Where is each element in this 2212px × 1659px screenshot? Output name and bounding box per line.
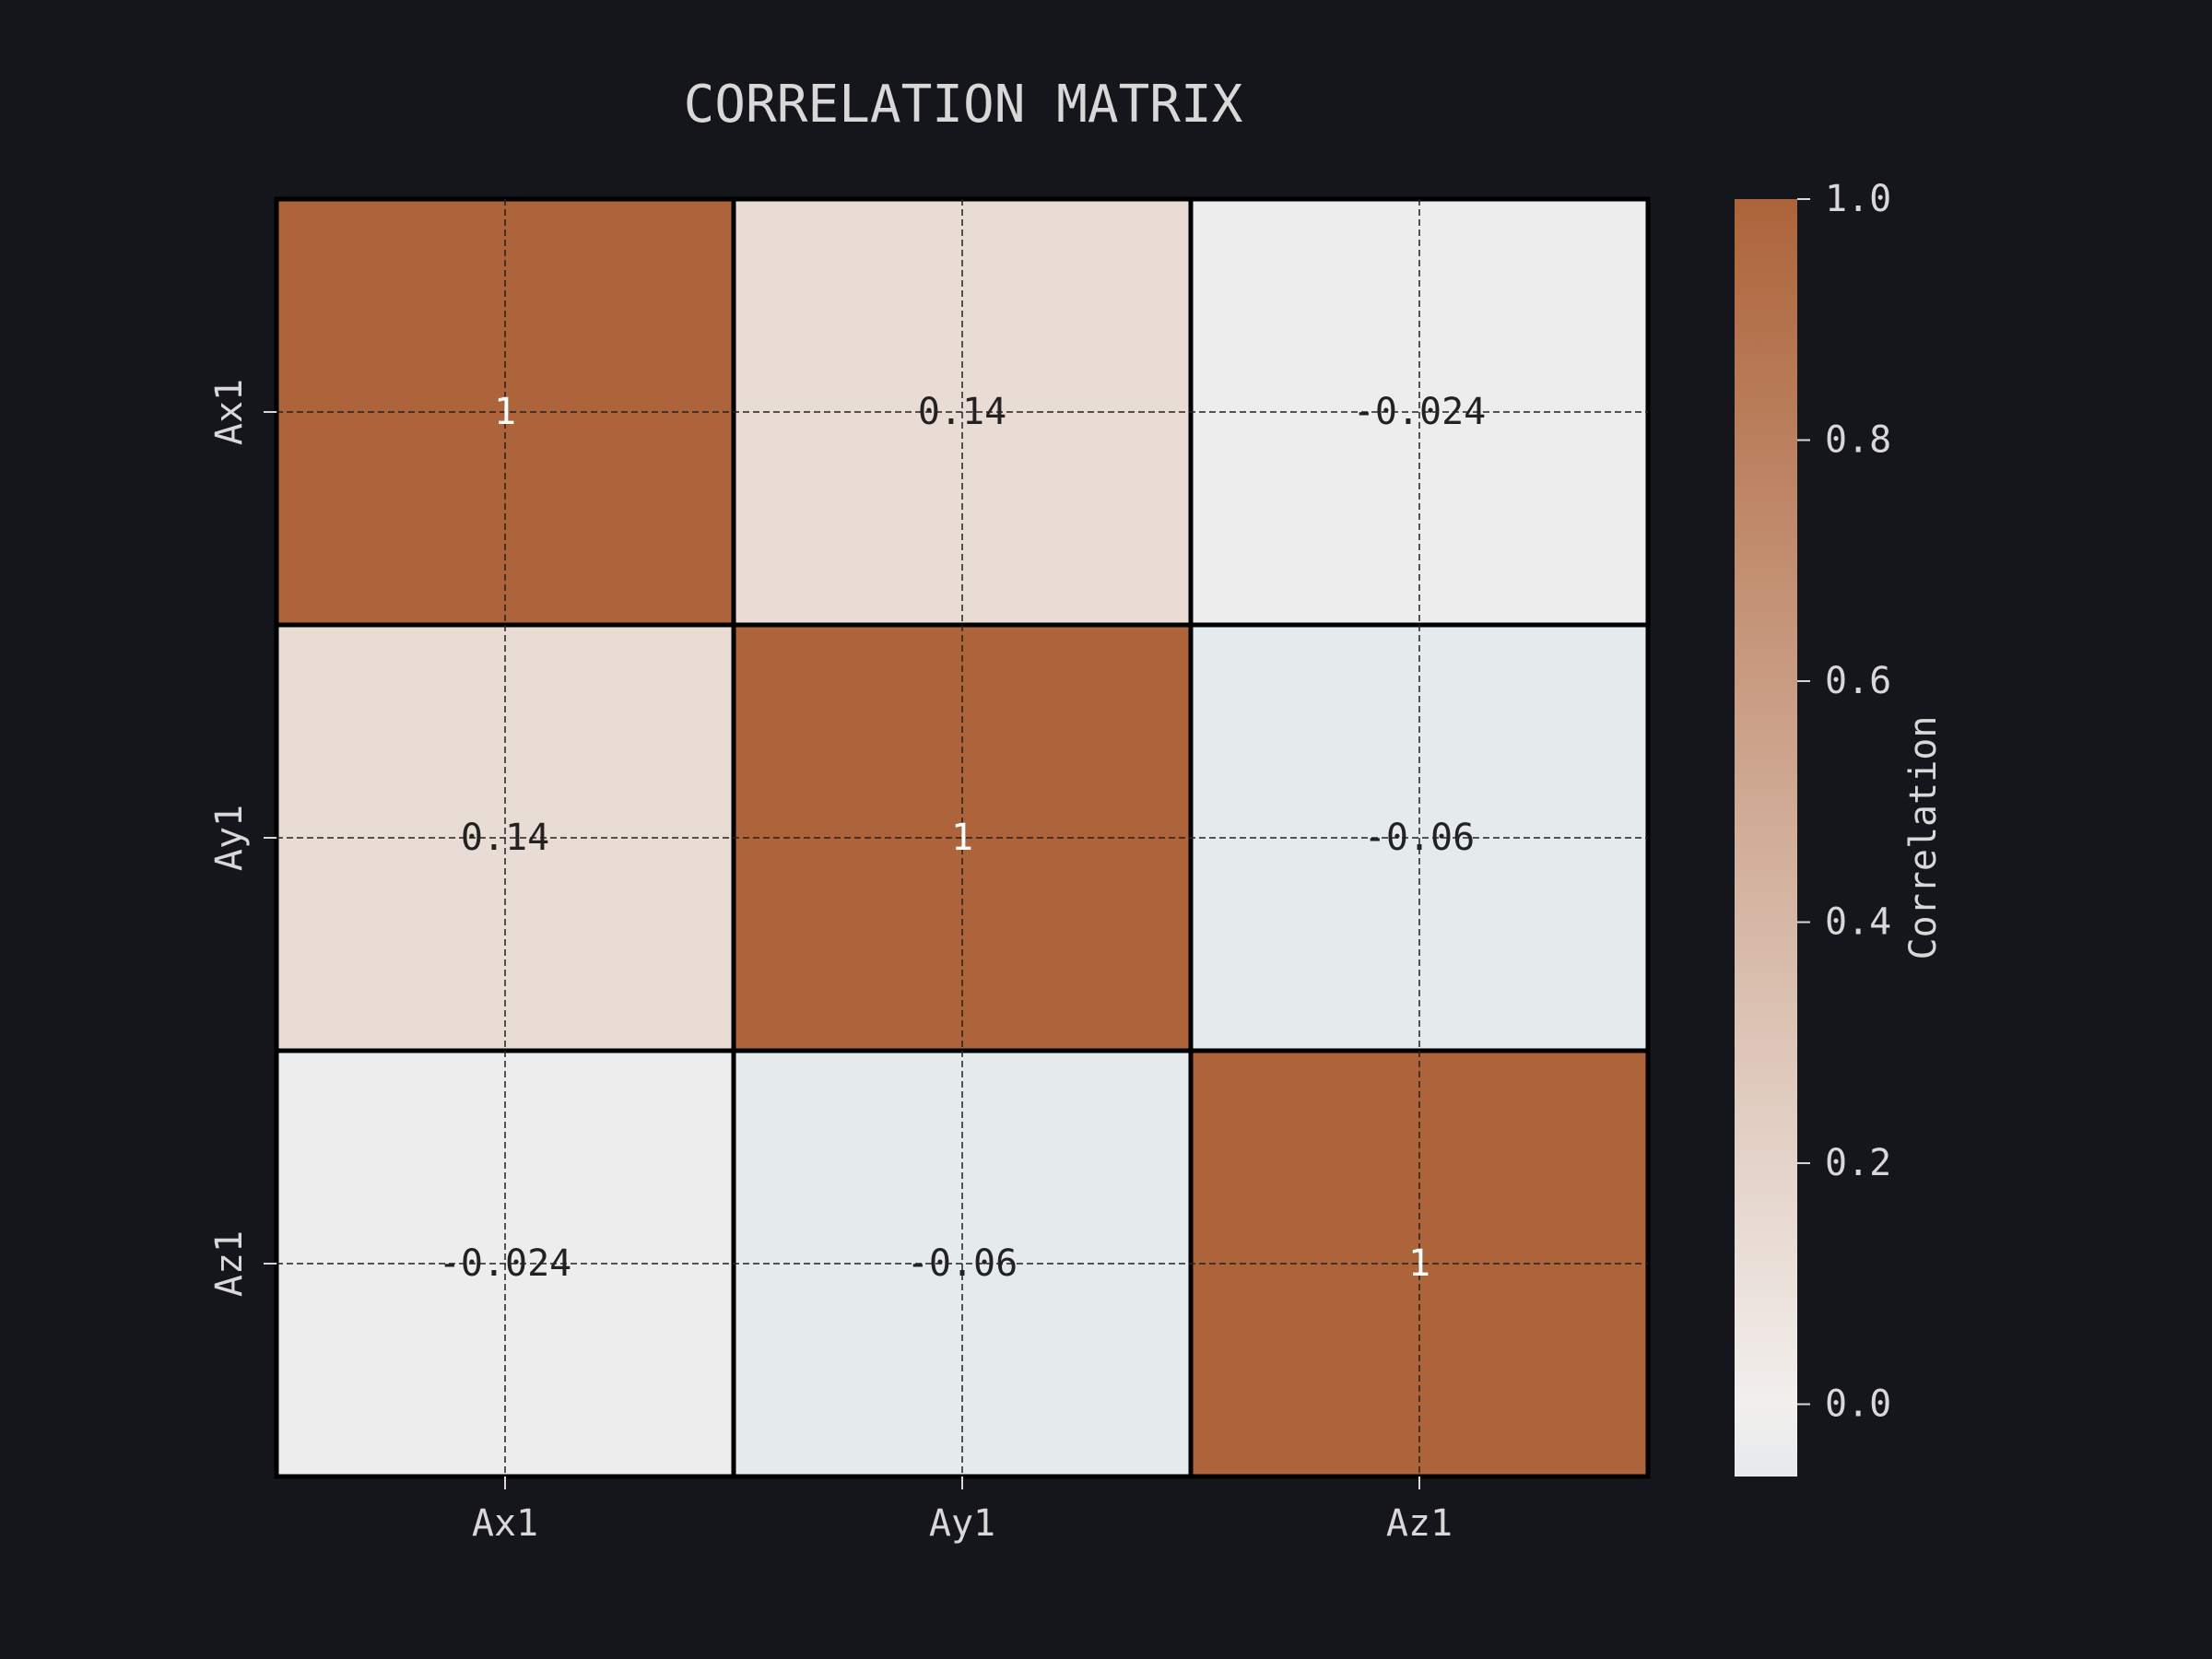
cell-value-label: -0.024 <box>1353 391 1487 433</box>
cell-value-label: 1 <box>494 391 516 433</box>
cell-value-label: 1 <box>1408 1242 1430 1285</box>
cell-value-label: 0.14 <box>918 391 1006 433</box>
colorbar-tick-label: 1.0 <box>1825 178 1891 220</box>
heatmap-axes: Ax1 Ay1 Az1 Ax1 Ay1 Az1 <box>208 379 1453 1545</box>
x-tick-label-ax1: Ax1 <box>472 1502 538 1545</box>
cell-value-label: -0.06 <box>907 1242 1018 1285</box>
y-tick-label-ax1: Ax1 <box>208 379 251 445</box>
colorbar-label: Correlation <box>1902 716 1945 960</box>
colorbar-tick-label: 0.0 <box>1825 1383 1891 1426</box>
heatmap-gridlines <box>276 199 1648 1477</box>
cell-value-label: -0.06 <box>1364 817 1475 859</box>
cell-value-label: 1 <box>951 817 973 859</box>
x-tick-label-ay1: Ay1 <box>929 1502 995 1545</box>
chart-title: CORRELATION MATRIX <box>684 75 1243 135</box>
colorbar-tick-label: 0.4 <box>1825 901 1891 944</box>
heatmap-cell-labels: 1 0.14 -0.024 0.14 1 -0.06 -0.024 -0.06 1 <box>439 391 1487 1285</box>
colorbar-gradient <box>1735 199 1797 1477</box>
x-tick-label-az1: Az1 <box>1386 1502 1453 1545</box>
colorbar-tick-label: 0.2 <box>1825 1142 1891 1184</box>
colorbar-tick-label: 0.8 <box>1825 419 1891 462</box>
cell-value-label: 0.14 <box>461 817 549 859</box>
y-tick-label-ay1: Ay1 <box>208 805 251 871</box>
y-tick-label-az1: Az1 <box>208 1230 251 1297</box>
colorbar-tick-label: 0.6 <box>1825 660 1891 702</box>
cell-value-label: -0.024 <box>439 1242 572 1285</box>
colorbar: 0.0 0.2 0.4 0.6 0.8 1.0 Correlation <box>1735 178 1945 1477</box>
